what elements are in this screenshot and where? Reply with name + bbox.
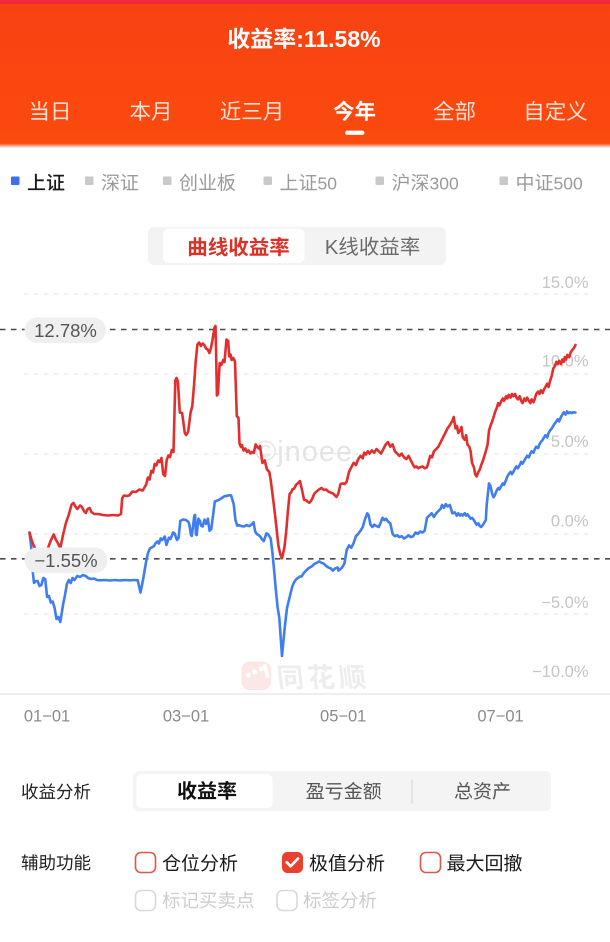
svg-text:0.0%: 0.0% (551, 513, 589, 531)
svg-text:K: K (325, 236, 339, 259)
svg-text:50: 50 (318, 174, 338, 194)
svg-text:03−01: 03−01 (163, 708, 209, 726)
svg-text:07−01: 07−01 (477, 708, 523, 726)
svg-text:10.0%: 10.0% (542, 353, 589, 371)
svg-text:15.0%: 15.0% (542, 274, 589, 292)
svg-text:500: 500 (554, 174, 583, 194)
svg-text:12.78%: 12.78% (34, 320, 97, 341)
svg-text::11.58%: :11.58% (296, 26, 380, 52)
svg-text:−5.0%: −5.0% (541, 594, 589, 612)
svg-text:01−01: 01−01 (24, 708, 70, 726)
svg-text:300: 300 (430, 174, 459, 194)
svg-text:05−01: 05−01 (320, 708, 366, 726)
svg-text:−10.0%: −10.0% (532, 663, 589, 681)
svg-text:©jnoee: ©jnoee (255, 436, 353, 468)
svg-text:−1.55%: −1.55% (34, 550, 97, 571)
svg-text:5.0%: 5.0% (551, 433, 589, 451)
